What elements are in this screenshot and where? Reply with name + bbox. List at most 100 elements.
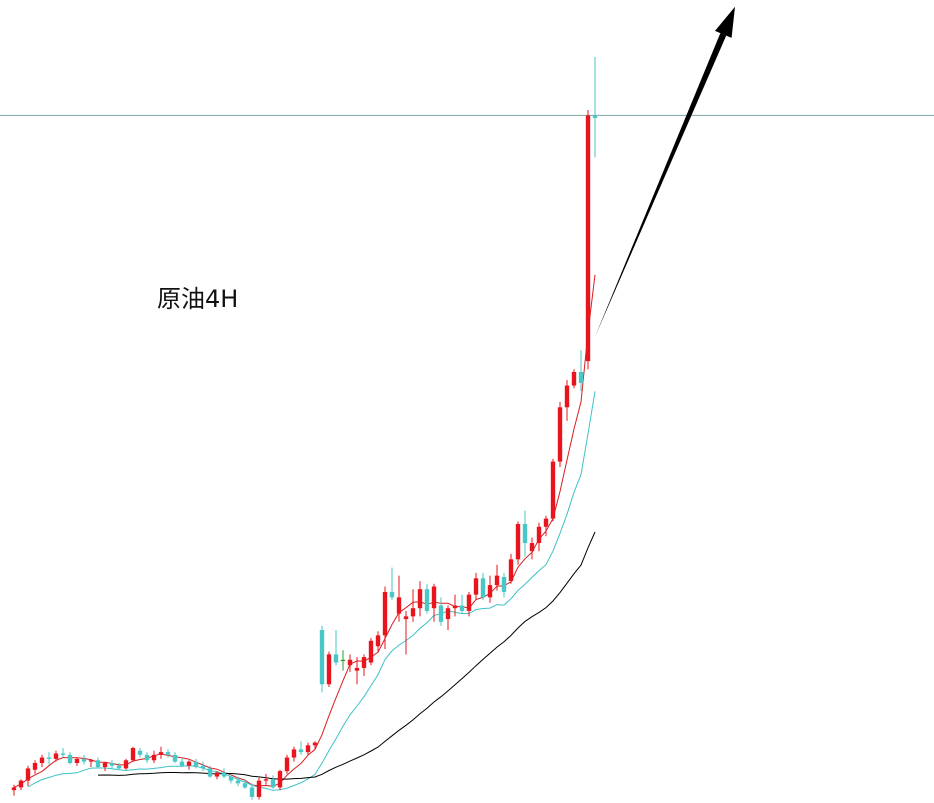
candle bbox=[403, 610, 409, 655]
candle bbox=[88, 758, 94, 768]
candle bbox=[144, 752, 150, 763]
candle bbox=[291, 746, 297, 762]
candle-body bbox=[242, 783, 248, 788]
candle-body bbox=[221, 772, 227, 777]
candle bbox=[396, 575, 402, 622]
arrow-shaft bbox=[595, 33, 727, 337]
candle bbox=[116, 762, 122, 770]
candle-body bbox=[116, 765, 122, 769]
candle-body bbox=[186, 761, 192, 766]
candle bbox=[39, 754, 45, 768]
candle-body bbox=[368, 640, 374, 663]
candle bbox=[585, 109, 591, 370]
candle-body bbox=[263, 779, 269, 781]
candle bbox=[480, 572, 486, 601]
candle-body bbox=[473, 578, 479, 595]
candle bbox=[81, 754, 87, 765]
candle-body bbox=[354, 667, 360, 671]
candle-body bbox=[466, 594, 472, 611]
candle-body bbox=[585, 115, 591, 362]
candle bbox=[242, 779, 248, 789]
candle-body bbox=[515, 524, 521, 560]
candle-body bbox=[179, 761, 185, 766]
candle bbox=[228, 773, 234, 784]
candle-body bbox=[410, 608, 416, 617]
candle bbox=[214, 771, 220, 780]
candle bbox=[417, 581, 423, 617]
candle bbox=[319, 625, 325, 693]
candle-body bbox=[249, 787, 255, 797]
candle bbox=[445, 605, 451, 630]
candle bbox=[312, 741, 318, 750]
candle bbox=[522, 510, 528, 557]
candle bbox=[186, 760, 192, 770]
candle-body bbox=[571, 371, 577, 386]
candle-body bbox=[88, 760, 94, 762]
candle bbox=[592, 57, 598, 158]
candle bbox=[578, 350, 584, 391]
candle-body bbox=[214, 772, 220, 777]
candle-body bbox=[81, 758, 87, 762]
candle bbox=[368, 638, 374, 666]
candle bbox=[410, 589, 416, 622]
candle-body bbox=[25, 768, 31, 781]
candle bbox=[326, 651, 332, 687]
candle bbox=[466, 591, 472, 617]
candle bbox=[165, 749, 171, 758]
candle-body bbox=[32, 762, 38, 770]
ma-mid-line bbox=[27, 391, 596, 791]
candle bbox=[571, 369, 577, 389]
candle-body bbox=[109, 762, 115, 766]
candle-body bbox=[53, 753, 59, 759]
candle bbox=[543, 515, 549, 537]
candle bbox=[74, 757, 80, 766]
candle bbox=[557, 401, 563, 468]
ma-fast-line bbox=[13, 274, 596, 788]
candle bbox=[67, 752, 73, 765]
candle-body bbox=[123, 760, 129, 769]
candle-body bbox=[165, 752, 171, 755]
candle bbox=[382, 586, 388, 649]
candle bbox=[340, 650, 346, 671]
candle bbox=[550, 458, 556, 522]
candle bbox=[46, 752, 52, 765]
candle-body bbox=[438, 605, 444, 622]
candle bbox=[256, 777, 262, 800]
candle bbox=[11, 784, 17, 796]
candle bbox=[18, 779, 24, 791]
candle-body bbox=[445, 608, 451, 620]
candle bbox=[158, 746, 164, 759]
candle bbox=[263, 773, 269, 785]
candle-body bbox=[18, 780, 24, 788]
candle-body bbox=[319, 629, 325, 685]
candle bbox=[298, 741, 304, 755]
candle-body bbox=[151, 754, 157, 761]
candle-body bbox=[592, 115, 598, 119]
candle bbox=[333, 629, 339, 666]
candle bbox=[95, 757, 101, 769]
candle-body bbox=[74, 758, 80, 763]
candle-body bbox=[382, 591, 388, 636]
candle-body bbox=[277, 771, 283, 788]
candle bbox=[515, 521, 521, 565]
candle-body bbox=[137, 750, 143, 755]
candle bbox=[424, 583, 430, 614]
candle-body bbox=[501, 576, 507, 592]
candle bbox=[102, 761, 108, 772]
candle bbox=[452, 594, 458, 617]
candle bbox=[361, 654, 367, 677]
candlesticks bbox=[11, 57, 598, 800]
candle-body bbox=[536, 526, 542, 544]
candle-body bbox=[340, 659, 346, 662]
moving-averages bbox=[13, 274, 596, 791]
arrow-head bbox=[714, 6, 735, 38]
candle bbox=[284, 754, 290, 774]
candle bbox=[151, 750, 157, 763]
candle-body bbox=[389, 591, 395, 598]
candle-body bbox=[333, 654, 339, 663]
candle-body bbox=[487, 585, 493, 598]
trend-arrow bbox=[595, 6, 735, 337]
candle-body bbox=[11, 787, 17, 791]
candle-body bbox=[361, 657, 367, 668]
candle-body bbox=[424, 589, 430, 611]
